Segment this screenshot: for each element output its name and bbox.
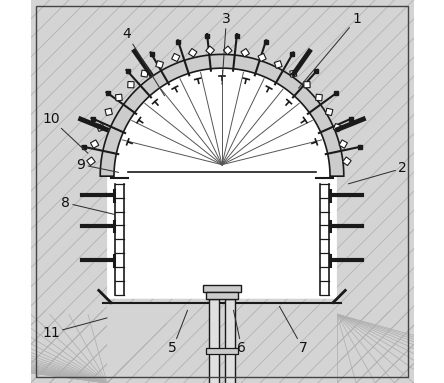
- Bar: [141, 70, 148, 77]
- Text: 8: 8: [61, 196, 115, 214]
- Bar: [316, 94, 322, 101]
- Bar: [290, 70, 297, 77]
- Bar: [107, 306, 337, 383]
- Bar: [188, 49, 197, 57]
- Bar: [258, 53, 266, 62]
- Text: 5: 5: [168, 310, 187, 355]
- Text: 4: 4: [123, 27, 165, 96]
- Bar: [343, 157, 351, 165]
- Bar: [226, 299, 234, 383]
- Bar: [156, 61, 163, 68]
- Bar: [105, 108, 112, 116]
- Bar: [128, 82, 134, 88]
- Bar: [172, 53, 180, 62]
- Text: 6: 6: [234, 310, 246, 355]
- Bar: [304, 82, 310, 88]
- Bar: [203, 285, 241, 292]
- Bar: [206, 349, 238, 355]
- Bar: [274, 61, 282, 68]
- Text: 10: 10: [42, 111, 88, 153]
- Text: 11: 11: [42, 318, 107, 340]
- Bar: [241, 49, 250, 57]
- Bar: [210, 299, 218, 383]
- Text: 3: 3: [222, 12, 231, 84]
- Bar: [325, 108, 333, 116]
- Bar: [115, 94, 122, 101]
- Bar: [91, 140, 99, 148]
- Bar: [97, 123, 104, 131]
- Bar: [87, 157, 95, 165]
- Polygon shape: [107, 61, 337, 299]
- Bar: [107, 304, 337, 383]
- Bar: [333, 123, 341, 131]
- Text: 2: 2: [349, 161, 407, 184]
- Text: 1: 1: [299, 12, 361, 88]
- Bar: [223, 46, 232, 55]
- Polygon shape: [100, 54, 344, 176]
- Bar: [206, 292, 238, 299]
- Text: 9: 9: [76, 157, 119, 172]
- Text: 7: 7: [279, 306, 307, 355]
- Bar: [339, 140, 347, 148]
- Bar: [206, 46, 214, 55]
